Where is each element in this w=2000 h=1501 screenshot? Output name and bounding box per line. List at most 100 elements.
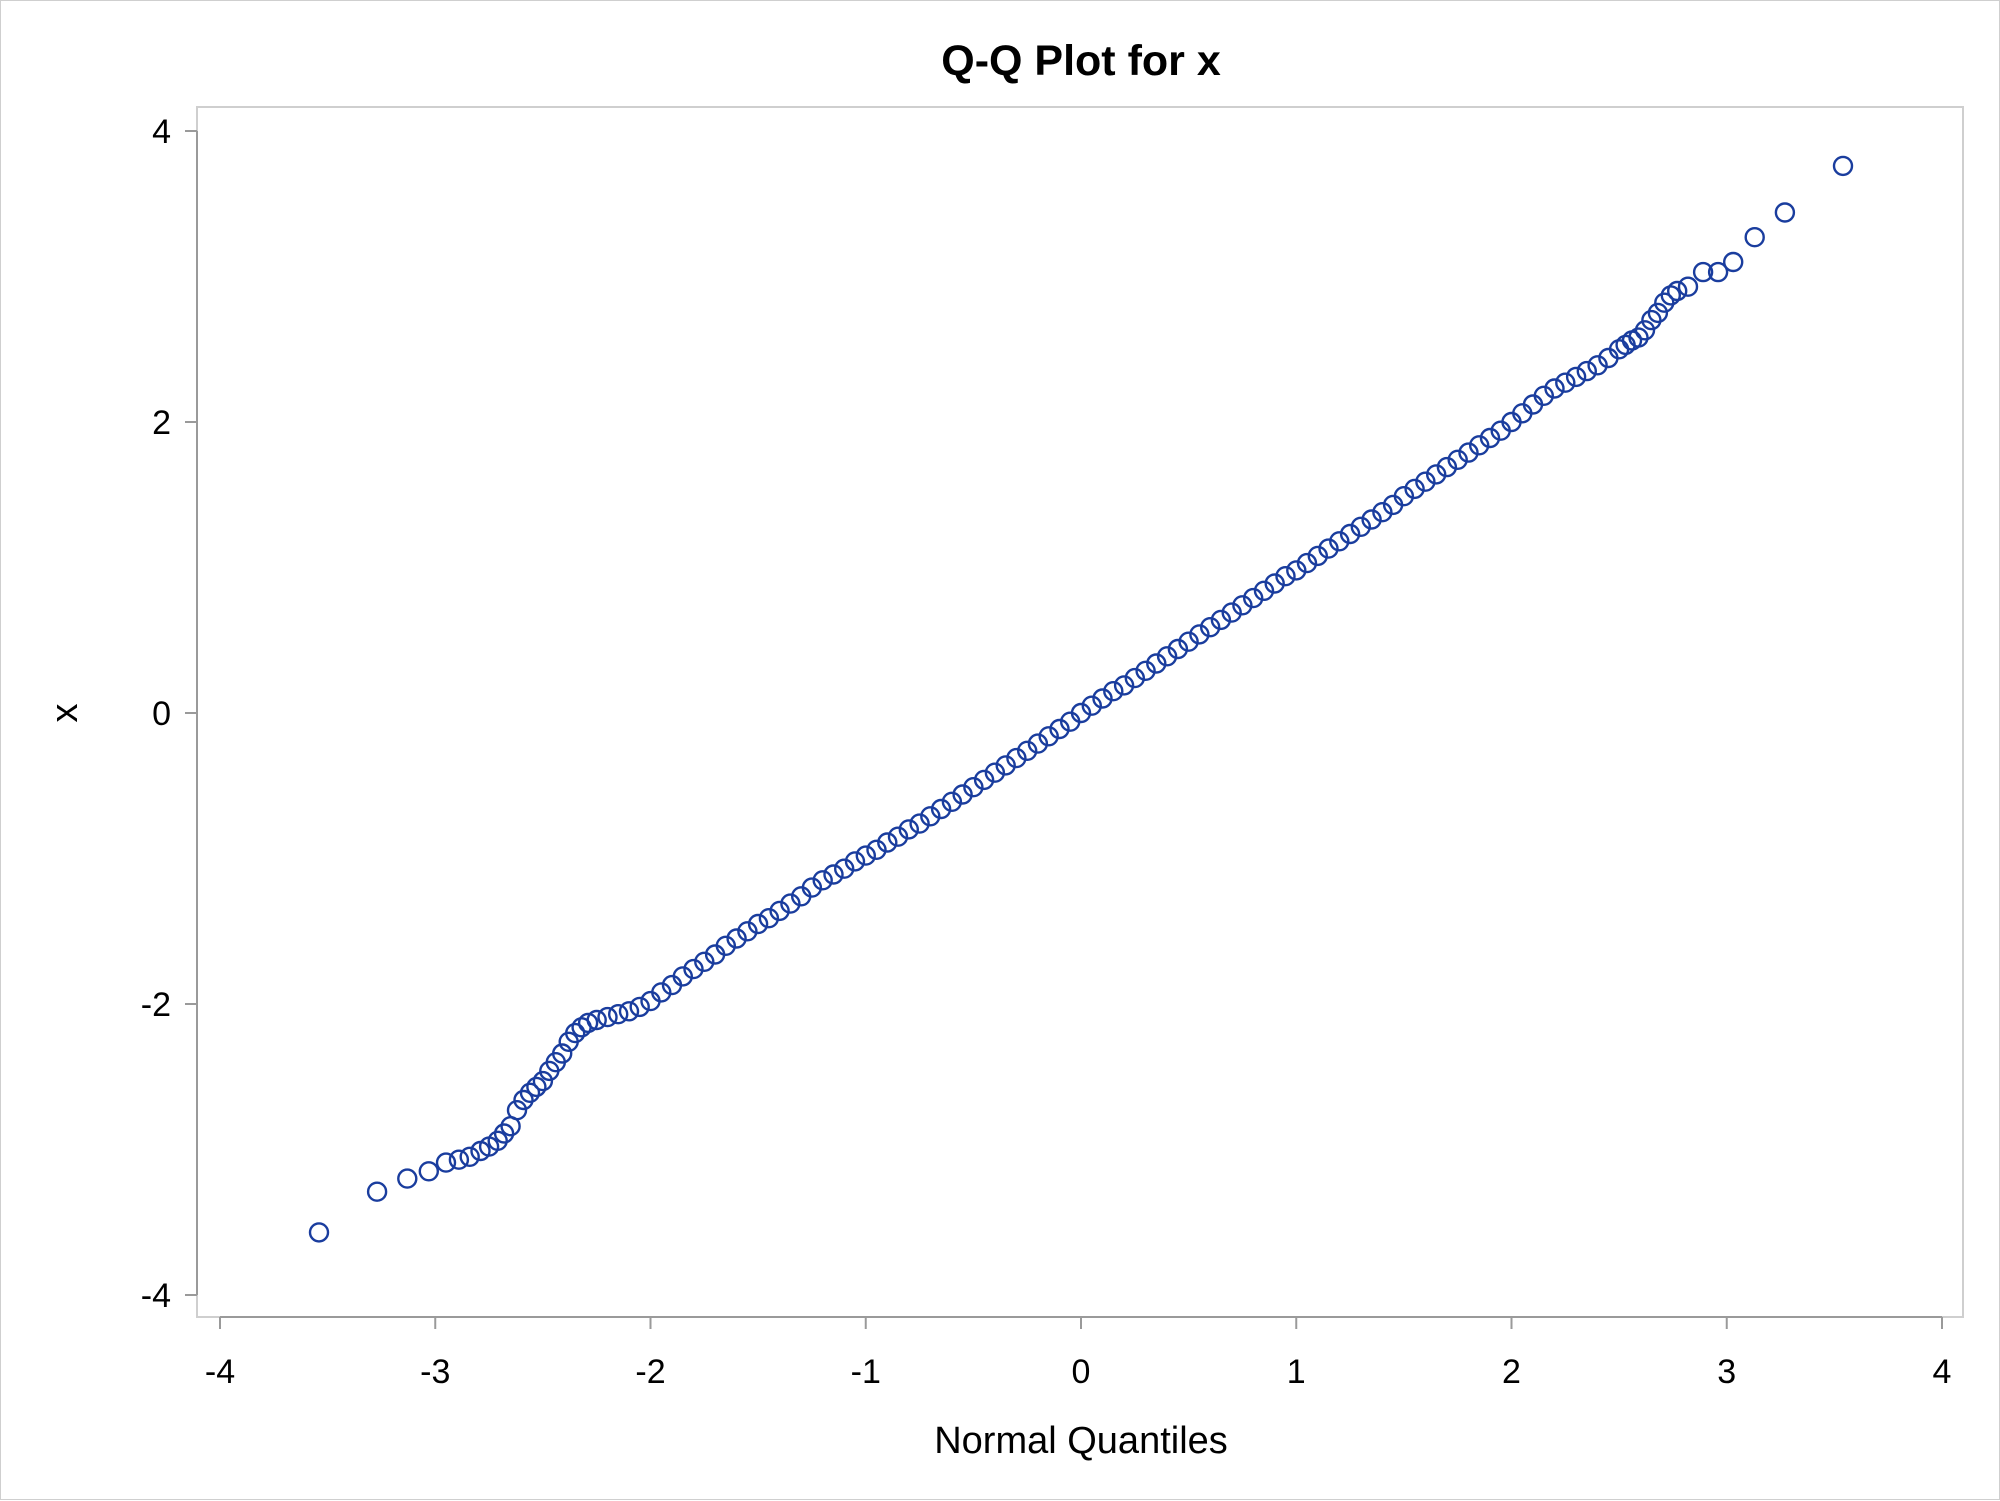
data-point [1006, 747, 1027, 769]
y-axis-ticks: -4 -2 0 2 4 [141, 113, 197, 1315]
x-tick-label: 1 [1287, 1353, 1306, 1391]
data-point [737, 921, 758, 942]
data-point [1081, 695, 1103, 716]
data-point [909, 813, 930, 834]
data-point [1654, 292, 1675, 313]
data-point [519, 1082, 541, 1104]
data-point [1038, 726, 1059, 747]
data-point [1544, 378, 1565, 399]
data-point [887, 826, 909, 847]
data-point [973, 769, 995, 791]
data-point [1533, 385, 1555, 406]
data-point [618, 1001, 640, 1022]
data-point [1070, 702, 1092, 724]
data-point [1232, 595, 1253, 616]
data-point [1264, 573, 1285, 594]
data-point [597, 1006, 618, 1028]
chart-title: Q-Q Plot for x [941, 37, 1221, 85]
data-point [747, 913, 769, 935]
data-point [1628, 327, 1649, 348]
data-point [608, 1004, 629, 1025]
data-point [1692, 261, 1714, 283]
data-point [834, 858, 855, 879]
data-point [1135, 660, 1156, 681]
data-point [448, 1149, 470, 1170]
x-tick-label: 4 [1933, 1353, 1952, 1391]
data-point [1634, 320, 1656, 341]
data-point [397, 1168, 418, 1189]
data-point [1103, 681, 1124, 702]
data-point [1744, 226, 1765, 248]
data-point [1146, 653, 1167, 674]
data-point [1199, 617, 1221, 638]
data-point [1361, 509, 1382, 530]
data-point [780, 893, 801, 914]
data-point [726, 928, 747, 949]
data-point [308, 1222, 330, 1243]
y-axis-label: x [44, 704, 86, 723]
x-tick-label: -3 [420, 1353, 450, 1391]
data-point [1458, 442, 1479, 463]
data-point [1167, 638, 1189, 660]
data-point [866, 839, 887, 860]
data-point [995, 755, 1016, 776]
data-point [1447, 449, 1468, 470]
data-point [683, 958, 704, 980]
y-tick-label: 4 [152, 113, 171, 151]
data-point [984, 762, 1006, 783]
data-point [586, 1009, 607, 1031]
data-point [366, 1181, 388, 1202]
data-point [1027, 733, 1049, 754]
data-point [758, 908, 780, 929]
data-point [1016, 740, 1038, 761]
data-point [898, 819, 919, 840]
y-tick-label: -2 [141, 986, 171, 1024]
data-point [1156, 646, 1178, 667]
data-point [812, 870, 833, 891]
data-point [1092, 688, 1113, 709]
data-point [1555, 372, 1576, 393]
data-point [1468, 435, 1490, 456]
y-tick-label: 0 [152, 695, 171, 733]
y-tick-label: -4 [141, 1277, 171, 1315]
x-tick-label: -4 [205, 1353, 235, 1391]
data-point [1329, 531, 1350, 552]
data-point [1210, 609, 1232, 631]
x-tick-label: 0 [1072, 1353, 1091, 1391]
data-point [877, 832, 898, 853]
data-point [1339, 523, 1361, 545]
data-point [1296, 552, 1318, 574]
data-point [1253, 580, 1275, 601]
data-point [459, 1146, 480, 1168]
x-axis-ticks: -4 -3 -2 -1 0 1 2 3 4 [205, 1317, 1952, 1391]
y-tick-label: 2 [152, 404, 171, 442]
data-point [941, 791, 963, 812]
data-point [577, 1012, 599, 1034]
data-point [1275, 566, 1296, 587]
data-point [855, 845, 876, 866]
data-point [801, 877, 823, 898]
data-point [1722, 251, 1744, 273]
data-point [952, 784, 973, 805]
data-point [1707, 261, 1729, 283]
data-point [823, 864, 844, 885]
data-point [1113, 675, 1135, 696]
data-point [1677, 276, 1699, 297]
x-tick-label: 3 [1717, 1353, 1736, 1391]
data-point [1415, 471, 1436, 492]
data-point [526, 1076, 547, 1098]
data-point [1350, 516, 1372, 537]
data-point [1404, 478, 1425, 500]
plot-area [196, 106, 1964, 1318]
data-point [1189, 624, 1210, 645]
data-point [1641, 309, 1662, 331]
data-point [651, 982, 672, 1003]
data-point [1318, 538, 1339, 559]
data-point [1576, 360, 1598, 382]
data-point [1587, 355, 1608, 376]
data-point [930, 798, 952, 820]
data-point [715, 935, 736, 956]
data-point [487, 1130, 508, 1152]
